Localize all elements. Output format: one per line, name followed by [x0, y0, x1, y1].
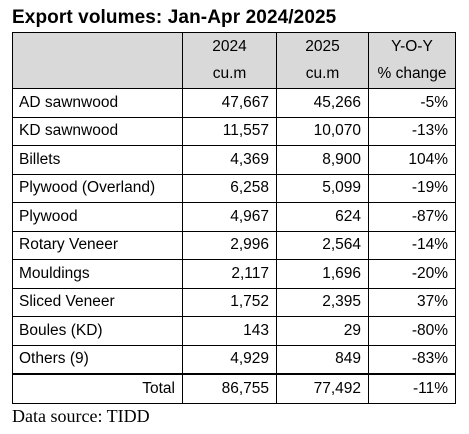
- table-row: Sliced Veneer 1,752 2,395 37%: [12, 287, 456, 317]
- product-name: Rotary Veneer: [12, 230, 183, 260]
- product-name: Plywood: [12, 202, 183, 232]
- total-2025: 77,492: [276, 373, 369, 404]
- header-cell-2024: 2024: [182, 32, 277, 61]
- table-row: Rotary Veneer 2,996 2,564 -14%: [12, 230, 456, 260]
- table-row: Plywood (Overland) 6,258 5,099 -19%: [12, 173, 456, 203]
- product-name: Plywood (Overland): [12, 173, 183, 203]
- total-yoy: -11%: [368, 373, 456, 404]
- volume-2024: 2,117: [182, 259, 277, 289]
- export-volumes-table: 2024 2025 Y-O-Y cu.m cu.m % change AD sa…: [12, 32, 456, 404]
- total-label: Total: [12, 373, 183, 404]
- volume-2025: 29: [276, 316, 369, 346]
- volume-2024: 4,967: [182, 202, 277, 232]
- table-row: Boules (KD) 143 29 -80%: [12, 316, 456, 346]
- yoy-change: 37%: [368, 287, 456, 317]
- header-cell-yoy: Y-O-Y: [368, 32, 456, 61]
- volume-2025: 2,564: [276, 230, 369, 260]
- volume-2025: 45,266: [276, 88, 369, 118]
- header-cell-2025: 2025: [276, 32, 369, 61]
- table-row: Mouldings 2,117 1,696 -20%: [12, 259, 456, 289]
- header-unit-yoy: % change: [368, 60, 456, 89]
- volume-2025: 1,696: [276, 259, 369, 289]
- header-row-years: 2024 2025 Y-O-Y: [12, 32, 456, 61]
- volume-2024: 1,752: [182, 287, 277, 317]
- volume-2025: 10,070: [276, 116, 369, 146]
- product-name: Mouldings: [12, 259, 183, 289]
- product-name: Boules (KD): [12, 316, 183, 346]
- volume-2024: 143: [182, 316, 277, 346]
- volume-2025: 8,900: [276, 145, 369, 175]
- volume-2024: 4,929: [182, 344, 277, 375]
- volume-2024: 6,258: [182, 173, 277, 203]
- yoy-change: -13%: [368, 116, 456, 146]
- volume-2025: 2,395: [276, 287, 369, 317]
- header-unit-product: [12, 60, 183, 89]
- volume-2025: 849: [276, 344, 369, 375]
- table-row: Plywood 4,967 624 -87%: [12, 202, 456, 232]
- table-title: Export volumes: Jan-Apr 2024/2025: [12, 7, 337, 28]
- header-row-units: cu.m cu.m % change: [12, 60, 456, 89]
- table-row: KD sawnwood 11,557 10,070 -13%: [12, 116, 456, 146]
- volume-2024: 4,369: [182, 145, 277, 175]
- yoy-change: 104%: [368, 145, 456, 175]
- header-unit-2024: cu.m: [182, 60, 277, 89]
- yoy-change: -83%: [368, 344, 456, 375]
- header-cell-product: [12, 32, 183, 61]
- volume-2025: 624: [276, 202, 369, 232]
- yoy-change: -87%: [368, 202, 456, 232]
- volume-2024: 11,557: [182, 116, 277, 146]
- yoy-change: -14%: [368, 230, 456, 260]
- volume-2024: 47,667: [182, 88, 277, 118]
- product-name: Billets: [12, 145, 183, 175]
- volume-2025: 5,099: [276, 173, 369, 203]
- table-row: Billets 4,369 8,900 104%: [12, 145, 456, 175]
- yoy-change: -20%: [368, 259, 456, 289]
- product-name: KD sawnwood: [12, 116, 183, 146]
- data-source-note: Data source: TIDD: [12, 406, 150, 426]
- header-unit-2025: cu.m: [276, 60, 369, 89]
- table-row: Others (9) 4,929 849 -83%: [12, 344, 456, 375]
- yoy-change: -80%: [368, 316, 456, 346]
- total-row: Total 86,755 77,492 -11%: [12, 373, 456, 404]
- yoy-change: -19%: [368, 173, 456, 203]
- total-2024: 86,755: [182, 373, 277, 404]
- product-name: AD sawnwood: [12, 88, 183, 118]
- table-row: AD sawnwood 47,667 45,266 -5%: [12, 88, 456, 118]
- volume-2024: 2,996: [182, 230, 277, 260]
- yoy-change: -5%: [368, 88, 456, 118]
- product-name: Sliced Veneer: [12, 287, 183, 317]
- product-name: Others (9): [12, 344, 183, 375]
